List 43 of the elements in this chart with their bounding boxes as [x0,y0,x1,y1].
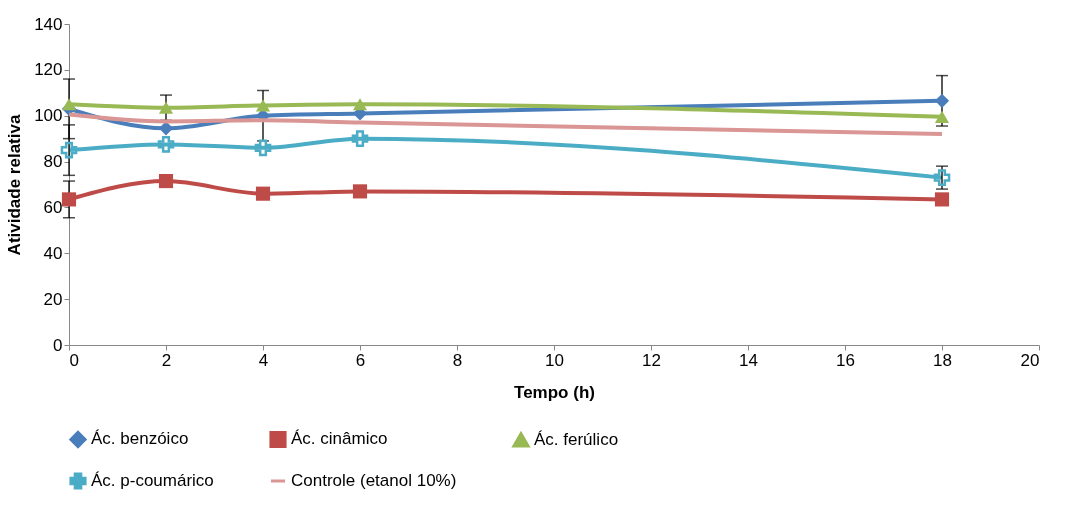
x-tick-label: 8 [452,350,463,370]
point [254,139,272,157]
legend-label: Controle (etanol 10%) [291,471,457,490]
x-tick-label: 4 [258,350,269,370]
point [157,136,175,153]
point [61,98,77,111]
legend-label: Ác. cinâmico [291,429,388,449]
point [933,169,951,186]
x-tick-label: 0 [69,350,79,370]
point [158,173,174,189]
point [352,98,368,111]
y-tick-label: 140 [34,14,63,34]
point [934,93,950,108]
x-axis-title: Tempo (h) [514,382,595,402]
point [255,99,271,112]
y-tick-label: 60 [43,197,63,217]
x-tick-label: 16 [836,350,855,370]
point [158,121,174,136]
x-tick-label: 20 [1020,350,1040,370]
legend-label: Ác. ferúlico [534,429,619,449]
y-tick-label: 100 [34,106,63,126]
y-tick-label: 80 [43,152,63,172]
y-tick-label: 40 [43,243,63,263]
y-axis-title: Atividade relativa [5,114,25,256]
y-tick-label: 0 [53,335,63,355]
point [60,141,78,159]
x-tick-label: 18 [933,350,952,370]
x-tick-label: 10 [545,350,564,370]
legend-label: Ác. p-coumárico [91,471,214,490]
x-tick-label: 6 [355,350,366,370]
point [255,186,271,201]
x-tick-label: 12 [642,350,661,370]
point [934,192,950,207]
x-tick-label: 2 [161,350,172,370]
point [351,130,369,147]
point [934,110,950,123]
point [158,101,174,114]
point [352,184,368,199]
y-tick-label: 120 [34,60,63,80]
y-tick-label: 20 [43,289,63,309]
point [61,192,77,207]
legend-label: Ác. benzóico [91,429,189,449]
x-tick-label: 14 [739,350,758,370]
